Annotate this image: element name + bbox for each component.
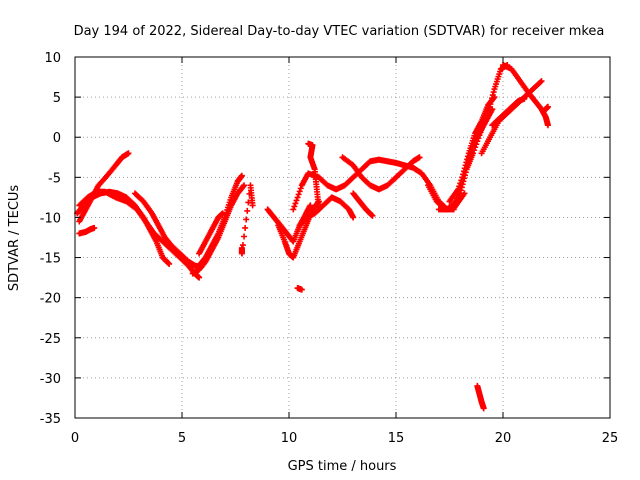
chart-title: Day 194 of 2022, Sidereal Day-to-day VTE… (74, 24, 605, 39)
y-tick-label: -10 (40, 211, 61, 226)
data-point (196, 274, 203, 281)
data-point (244, 207, 251, 214)
series-track-q (350, 190, 376, 219)
x-tick-label: 0 (71, 431, 79, 446)
series-track-b (76, 224, 98, 237)
series-track-g (196, 172, 245, 269)
data-point (451, 199, 458, 206)
data-point (243, 216, 250, 223)
data-point (538, 78, 545, 85)
data-point (307, 202, 314, 209)
data-point (480, 405, 487, 412)
data-point (489, 106, 496, 113)
data-point (416, 154, 423, 161)
series-track-w (500, 62, 551, 129)
data-point (368, 212, 375, 219)
data-point (91, 224, 98, 231)
y-tick-label: -20 (40, 292, 61, 307)
series-track-t (446, 106, 496, 205)
series-track-x (542, 103, 551, 113)
x-tick-labels: 0 5 10 15 20 25 (71, 431, 618, 446)
data-point (238, 172, 245, 179)
data-point (490, 89, 497, 96)
x-tick-label: 5 (178, 431, 186, 446)
data-point (456, 183, 463, 190)
y-tick-label: -30 (40, 372, 61, 387)
y-tick-label: -5 (48, 171, 61, 186)
data-point (544, 103, 551, 110)
data-point (350, 214, 357, 221)
data-point (249, 202, 256, 209)
x-axis-title: GPS time / hours (288, 459, 397, 474)
data-point (239, 242, 246, 249)
y-axis-title: SDTVAR / TECUs (7, 185, 22, 292)
x-tick-label: 25 (602, 431, 619, 446)
data-point (293, 197, 300, 204)
y-tick-label: 10 (44, 51, 61, 66)
data-point (165, 260, 172, 267)
data-point (521, 95, 528, 102)
series-track-e (131, 190, 205, 271)
data-point (290, 206, 297, 213)
data-point (455, 186, 462, 193)
data-point (460, 171, 467, 178)
series-track-i (238, 182, 256, 257)
data-point (294, 194, 301, 201)
data-point (241, 233, 248, 240)
y-tick-label: 5 (53, 91, 61, 106)
data-point (292, 200, 299, 207)
series-track-h (196, 210, 226, 257)
series-track-v (489, 95, 528, 129)
data-point (452, 198, 459, 205)
data-point (238, 250, 245, 257)
y-tick-label: -35 (40, 412, 61, 427)
data-point (458, 177, 465, 184)
data-point (291, 203, 298, 210)
data-point (296, 188, 303, 195)
data-point (166, 260, 173, 267)
y-tick-label: -15 (40, 252, 61, 267)
series-track-d (76, 188, 203, 281)
series-track-l (294, 285, 305, 293)
data-point (491, 94, 498, 101)
data-point (241, 182, 248, 189)
data-point (297, 185, 304, 192)
data-point (295, 191, 302, 198)
x-tick-label: 20 (495, 431, 512, 446)
series-track-p (339, 154, 423, 193)
data-point (490, 95, 497, 102)
data-point (240, 183, 247, 190)
data-point (453, 195, 460, 202)
data-point (125, 150, 132, 157)
data-point (459, 174, 466, 181)
data-point (462, 165, 469, 172)
data-point (537, 79, 544, 86)
series-track-n (296, 194, 357, 229)
data-point (298, 286, 305, 293)
data-point (219, 210, 226, 217)
x-tick-label: 10 (281, 431, 298, 446)
axis-ticks (74, 56, 611, 419)
data-point (544, 122, 551, 129)
y-tick-label: -25 (40, 332, 61, 347)
y-tick-labels: 10 5 0 -5 -10 -15 -20 -25 -30 -35 (40, 51, 61, 427)
data-points (74, 62, 551, 412)
y-tick-label: 0 (53, 131, 61, 146)
data-point (369, 212, 376, 219)
x-tick-label: 15 (388, 431, 405, 446)
data-point (242, 224, 249, 231)
data-point (461, 168, 468, 175)
series-track-k (275, 198, 322, 261)
plot-frame (74, 56, 611, 419)
data-point (457, 180, 464, 187)
series-track-a (76, 150, 132, 225)
series-track-y (474, 382, 487, 412)
